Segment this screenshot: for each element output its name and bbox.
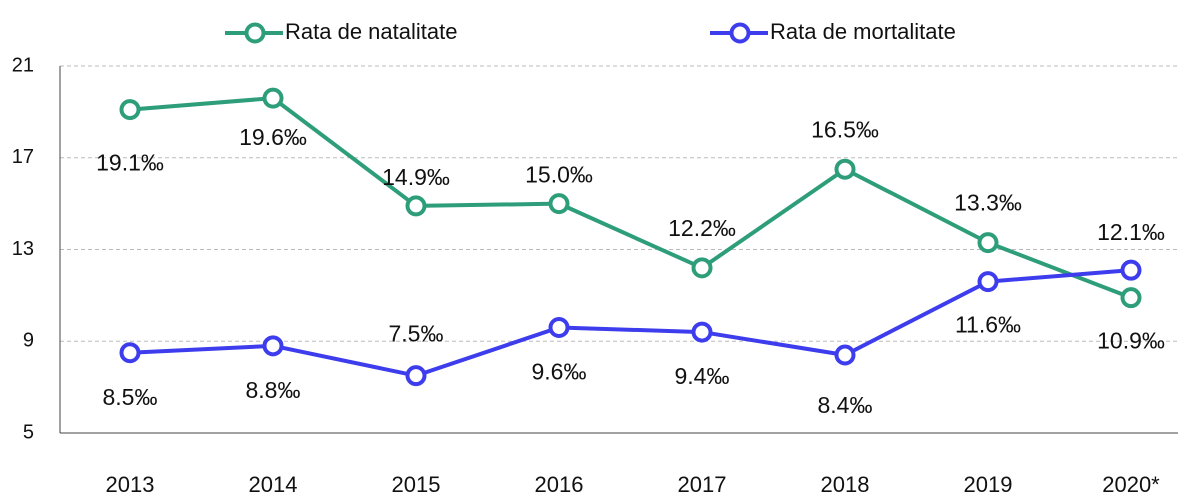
data-label: 12.1‰ [1097, 219, 1165, 245]
data-label: 19.1‰ [96, 150, 164, 176]
data-point [1120, 287, 1142, 309]
x-tick-label: 2018 [821, 472, 870, 497]
data-label: 11.6‰ [955, 312, 1021, 338]
legend-marker [244, 22, 266, 44]
series-line [129, 268, 1132, 378]
x-tick-label: 2019 [964, 472, 1013, 497]
x-tick-label: 2014 [249, 472, 298, 497]
data-label: 15.0‰ [525, 162, 593, 188]
x-tick-label: 2016 [535, 472, 584, 497]
y-tick-label: 21 [12, 54, 34, 76]
data-label: 12.2‰ [668, 215, 736, 241]
data-point [405, 195, 427, 217]
legend-label: Rata de mortalitate [770, 19, 956, 44]
y-tick-label: 13 [12, 238, 34, 260]
x-tick-label: 2015 [392, 472, 441, 497]
data-point [691, 321, 713, 343]
data-point [977, 232, 999, 254]
legend-marker [729, 22, 751, 44]
data-point [405, 365, 427, 387]
data-label: 10.9‰ [1097, 328, 1165, 354]
data-label: 8.8‰ [246, 377, 301, 403]
data-label: 16.5‰ [811, 116, 879, 142]
series-line [129, 96, 1132, 300]
data-label: 13.3‰ [954, 190, 1022, 216]
data-point [119, 99, 141, 121]
data-label: 14.9‰ [382, 164, 450, 190]
y-tick-label: 5 [23, 421, 34, 443]
data-point [834, 158, 856, 180]
data-point [548, 316, 570, 338]
y-tick-label: 9 [23, 330, 34, 352]
data-label: 9.4‰ [675, 363, 730, 389]
data-point [1120, 259, 1142, 281]
data-label: 19.6‰ [239, 124, 307, 150]
y-tick-label: 17 [12, 146, 34, 168]
data-label: 7.5‰ [389, 321, 444, 347]
data-label: 8.5‰ [103, 384, 158, 410]
data-point [548, 193, 570, 215]
data-point [834, 344, 856, 366]
data-point [691, 257, 713, 279]
x-tick-label: 2013 [106, 472, 155, 497]
data-point [262, 87, 284, 109]
x-tick-label: 2017 [678, 472, 727, 497]
data-point [262, 335, 284, 357]
data-point [977, 271, 999, 293]
data-label: 8.4‰ [818, 392, 873, 418]
legend-label: Rata de natalitate [285, 19, 457, 44]
data-point [119, 342, 141, 364]
data-label: 9.6‰ [532, 359, 587, 385]
x-tick-label: 2020* [1102, 472, 1160, 497]
